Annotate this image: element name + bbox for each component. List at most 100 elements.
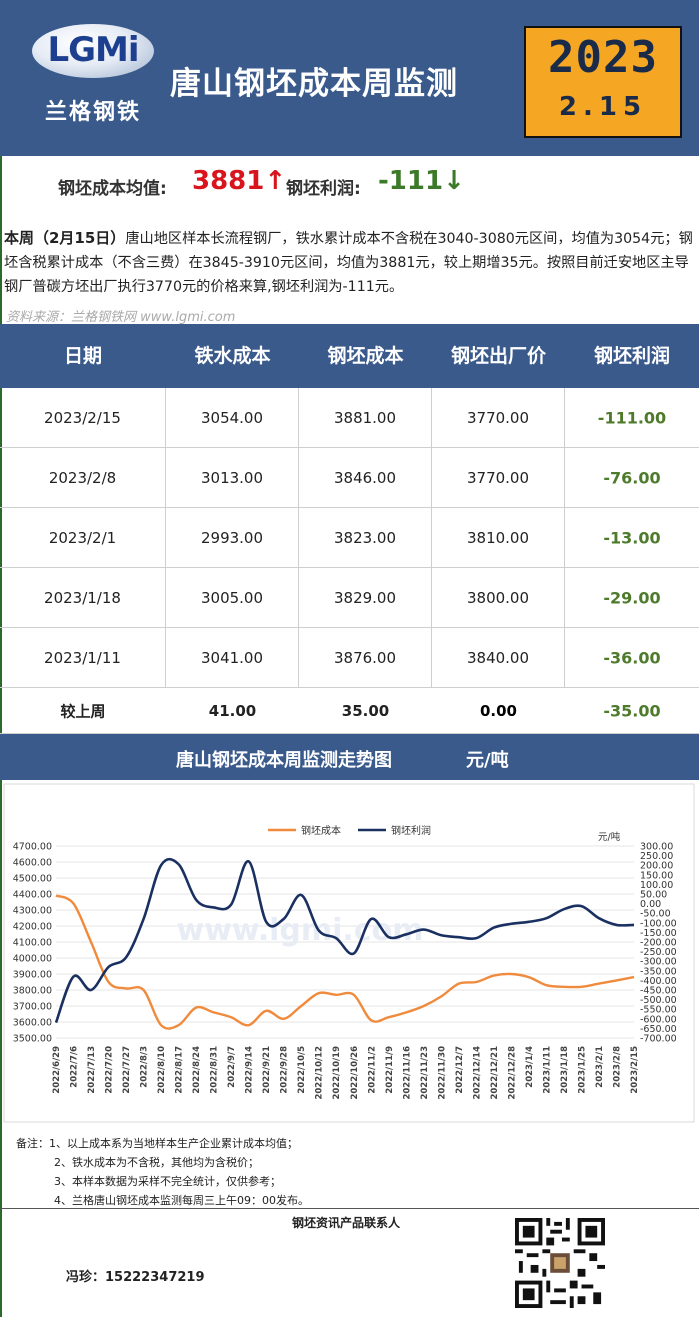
y-right-tick-label: -250.00 xyxy=(640,947,677,958)
lgmi-logo: LGMi 兰格钢铁 xyxy=(28,18,158,128)
x-tick-label: 2023/1/25 xyxy=(577,1046,587,1094)
cell-billet-cost: 3846.00 xyxy=(299,448,432,507)
summary-bar: 钢坯成本均值: 3881↑ 钢坯利润: -111↓ xyxy=(0,160,699,206)
y-left-tick-label: 4200.00 xyxy=(13,922,52,933)
y-right-tick-label: 250.00 xyxy=(640,851,673,862)
y-right-tick-label: 150.00 xyxy=(640,870,673,881)
legend-label: 钢坯利润 xyxy=(391,824,431,837)
cell-iron-cost: 3013.00 xyxy=(166,448,299,507)
table-row: 2023/1/11 3041.00 3876.00 3840.00 -36.00 xyxy=(0,628,699,688)
profit-value: -111↓ xyxy=(378,166,465,196)
cell-billet-price: 3800.00 xyxy=(432,568,565,627)
x-tick-label: 2023/1/11 xyxy=(542,1046,552,1094)
chart-header: 唐山钢坯成本周监测走势图 元/吨 xyxy=(0,734,699,780)
cell-billet-cost: 3881.00 xyxy=(299,388,432,447)
chart-unit-label: 元/吨 xyxy=(598,831,621,843)
table-header: 日期 铁水成本 钢坯成本 钢坯出厂价 钢坯利润 xyxy=(0,324,699,388)
th-iron-cost: 铁水成本 xyxy=(194,345,271,367)
y-right-tick-label: -500.00 xyxy=(640,995,677,1006)
cell-billet-profit: -111.00 xyxy=(597,408,667,427)
notes: 备注：1、以上成本系为当地样本生产企业累计成本均值； 2、铁水成本为不含税，其他… xyxy=(10,1134,309,1210)
y-right-tick-label: -650.00 xyxy=(640,1024,677,1035)
page-title: 唐山钢坯成本周监测 xyxy=(170,66,458,102)
x-tick-label: 2022/12/7 xyxy=(455,1046,465,1094)
y-left-tick-label: 4600.00 xyxy=(13,858,52,869)
cell-billet-price: 3810.00 xyxy=(432,508,565,567)
x-tick-label: 2022/8/24 xyxy=(192,1046,202,1094)
x-tick-label: 2022/10/19 xyxy=(332,1046,342,1100)
y-left-tick-label: 4000.00 xyxy=(13,954,52,965)
x-tick-label: 2022/8/10 xyxy=(157,1046,167,1094)
cell-date: 2023/2/15 xyxy=(0,388,166,447)
note-item: 4、兰格唐山钢坯成本监测每周三上午09：00发布。 xyxy=(54,1194,309,1207)
cell-billet-profit: -13.00 xyxy=(603,528,661,547)
y-right-tick-label: -600.00 xyxy=(640,1014,677,1025)
x-tick-label: 2022/12/14 xyxy=(472,1046,482,1100)
cell-date: 2023/2/8 xyxy=(0,448,166,507)
series-line-billet-profit xyxy=(54,857,635,1024)
cell-billet-profit: -36.00 xyxy=(603,648,661,667)
x-tick-label: 2023/2/1 xyxy=(595,1046,605,1088)
x-tick-label: 2022/7/27 xyxy=(122,1046,132,1094)
cell-total-profit: -35.00 xyxy=(603,701,661,720)
cost-value: 3881↑ xyxy=(192,166,287,196)
cell-billet-profit: -29.00 xyxy=(603,588,661,607)
table-row: 2023/2/8 3013.00 3846.00 3770.00 -76.00 xyxy=(0,448,699,508)
cell-iron-cost: 3041.00 xyxy=(166,628,299,687)
x-tick-label: 2022/6/29 xyxy=(52,1046,62,1094)
cell-iron-cost: 2993.00 xyxy=(166,508,299,567)
chart-frame xyxy=(3,783,695,1123)
cell-total-price: 0.00 xyxy=(479,701,517,720)
x-tick-label: 2022/7/20 xyxy=(105,1046,115,1094)
x-tick-label: 2022/12/21 xyxy=(490,1046,500,1100)
cost-label: 钢坯成本均值: xyxy=(58,179,167,199)
y-right-tick-label: 200.00 xyxy=(640,861,673,872)
legend-label: 钢坯成本 xyxy=(301,824,341,837)
description-body: 唐山地区样本长流程钢厂，铁水累计成本不含税在3040-3080元区间，均值为30… xyxy=(4,231,693,295)
y-left-tick-label: 3800.00 xyxy=(13,986,52,997)
th-billet-price: 钢坯出厂价 xyxy=(450,345,546,367)
cell-total-billet-cost: 35.00 xyxy=(341,701,390,720)
y-right-tick-label: -550.00 xyxy=(640,1005,677,1016)
x-tick-label: 2022/9/28 xyxy=(280,1046,290,1094)
y-left-tick-label: 3900.00 xyxy=(13,970,52,981)
x-tick-label: 2022/8/31 xyxy=(210,1046,220,1094)
cell-date: 2023/2/1 xyxy=(0,508,166,567)
x-tick-label: 2022/7/13 xyxy=(87,1046,97,1094)
y-right-tick-label: -100.00 xyxy=(640,918,677,929)
note-item: 3、本样本数据为采样不完全统计，仅供参考； xyxy=(54,1175,281,1188)
y-right-tick-label: 300.00 xyxy=(640,842,673,853)
y-right-tick-label: 50.00 xyxy=(640,890,667,901)
y-left-tick-label: 3700.00 xyxy=(13,1002,52,1013)
table-row: 2023/2/15 3054.00 3881.00 3770.00 -111.0… xyxy=(0,388,699,448)
x-tick-label: 2022/11/2 xyxy=(367,1046,377,1094)
date-day: 2.15 xyxy=(558,92,648,122)
cell-billet-price: 3840.00 xyxy=(432,628,565,687)
x-tick-label: 2023/2/8 xyxy=(612,1046,622,1088)
y-right-tick-label: 100.00 xyxy=(640,880,673,891)
x-tick-label: 2022/10/5 xyxy=(297,1046,307,1094)
y-left-tick-label: 4400.00 xyxy=(13,890,52,901)
x-tick-label: 2022/10/12 xyxy=(315,1046,325,1100)
x-tick-label: 2023/1/4 xyxy=(525,1046,535,1088)
cell-iron-cost: 3005.00 xyxy=(166,568,299,627)
y-left-tick-label: 3500.00 xyxy=(13,1034,52,1045)
y-left-tick-label: 4500.00 xyxy=(13,874,52,885)
cell-billet-cost: 3876.00 xyxy=(299,628,432,687)
contact-title: 钢坯资讯产品联系人 xyxy=(292,1216,401,1230)
qr-code-icon xyxy=(515,1218,605,1308)
x-tick-label: 2022/11/30 xyxy=(437,1046,447,1100)
contact-divider xyxy=(0,1208,699,1209)
x-tick-label: 2022/8/17 xyxy=(175,1046,185,1094)
logo-text: LGMi xyxy=(47,30,139,70)
y-right-tick-label: 0.00 xyxy=(640,899,661,910)
contact-person: 冯珍：15222347219 xyxy=(66,1270,205,1285)
logo-cn: 兰格钢铁 xyxy=(44,99,141,125)
trend-chart: 3500.00 3600.00 3700.00 3800.00 3900.00 4000.… xyxy=(0,780,699,1126)
y-right-tick-label: -350.00 xyxy=(640,966,677,977)
description-lead: 本周（2月15日） xyxy=(4,229,126,247)
y-right-tick-label: -400.00 xyxy=(640,976,677,987)
note-item: 备注：1、以上成本系为当地样本生产企业累计成本均值； xyxy=(16,1137,298,1150)
cell-billet-price: 3770.00 xyxy=(432,448,565,507)
x-tick-label: 2022/11/23 xyxy=(420,1046,430,1100)
